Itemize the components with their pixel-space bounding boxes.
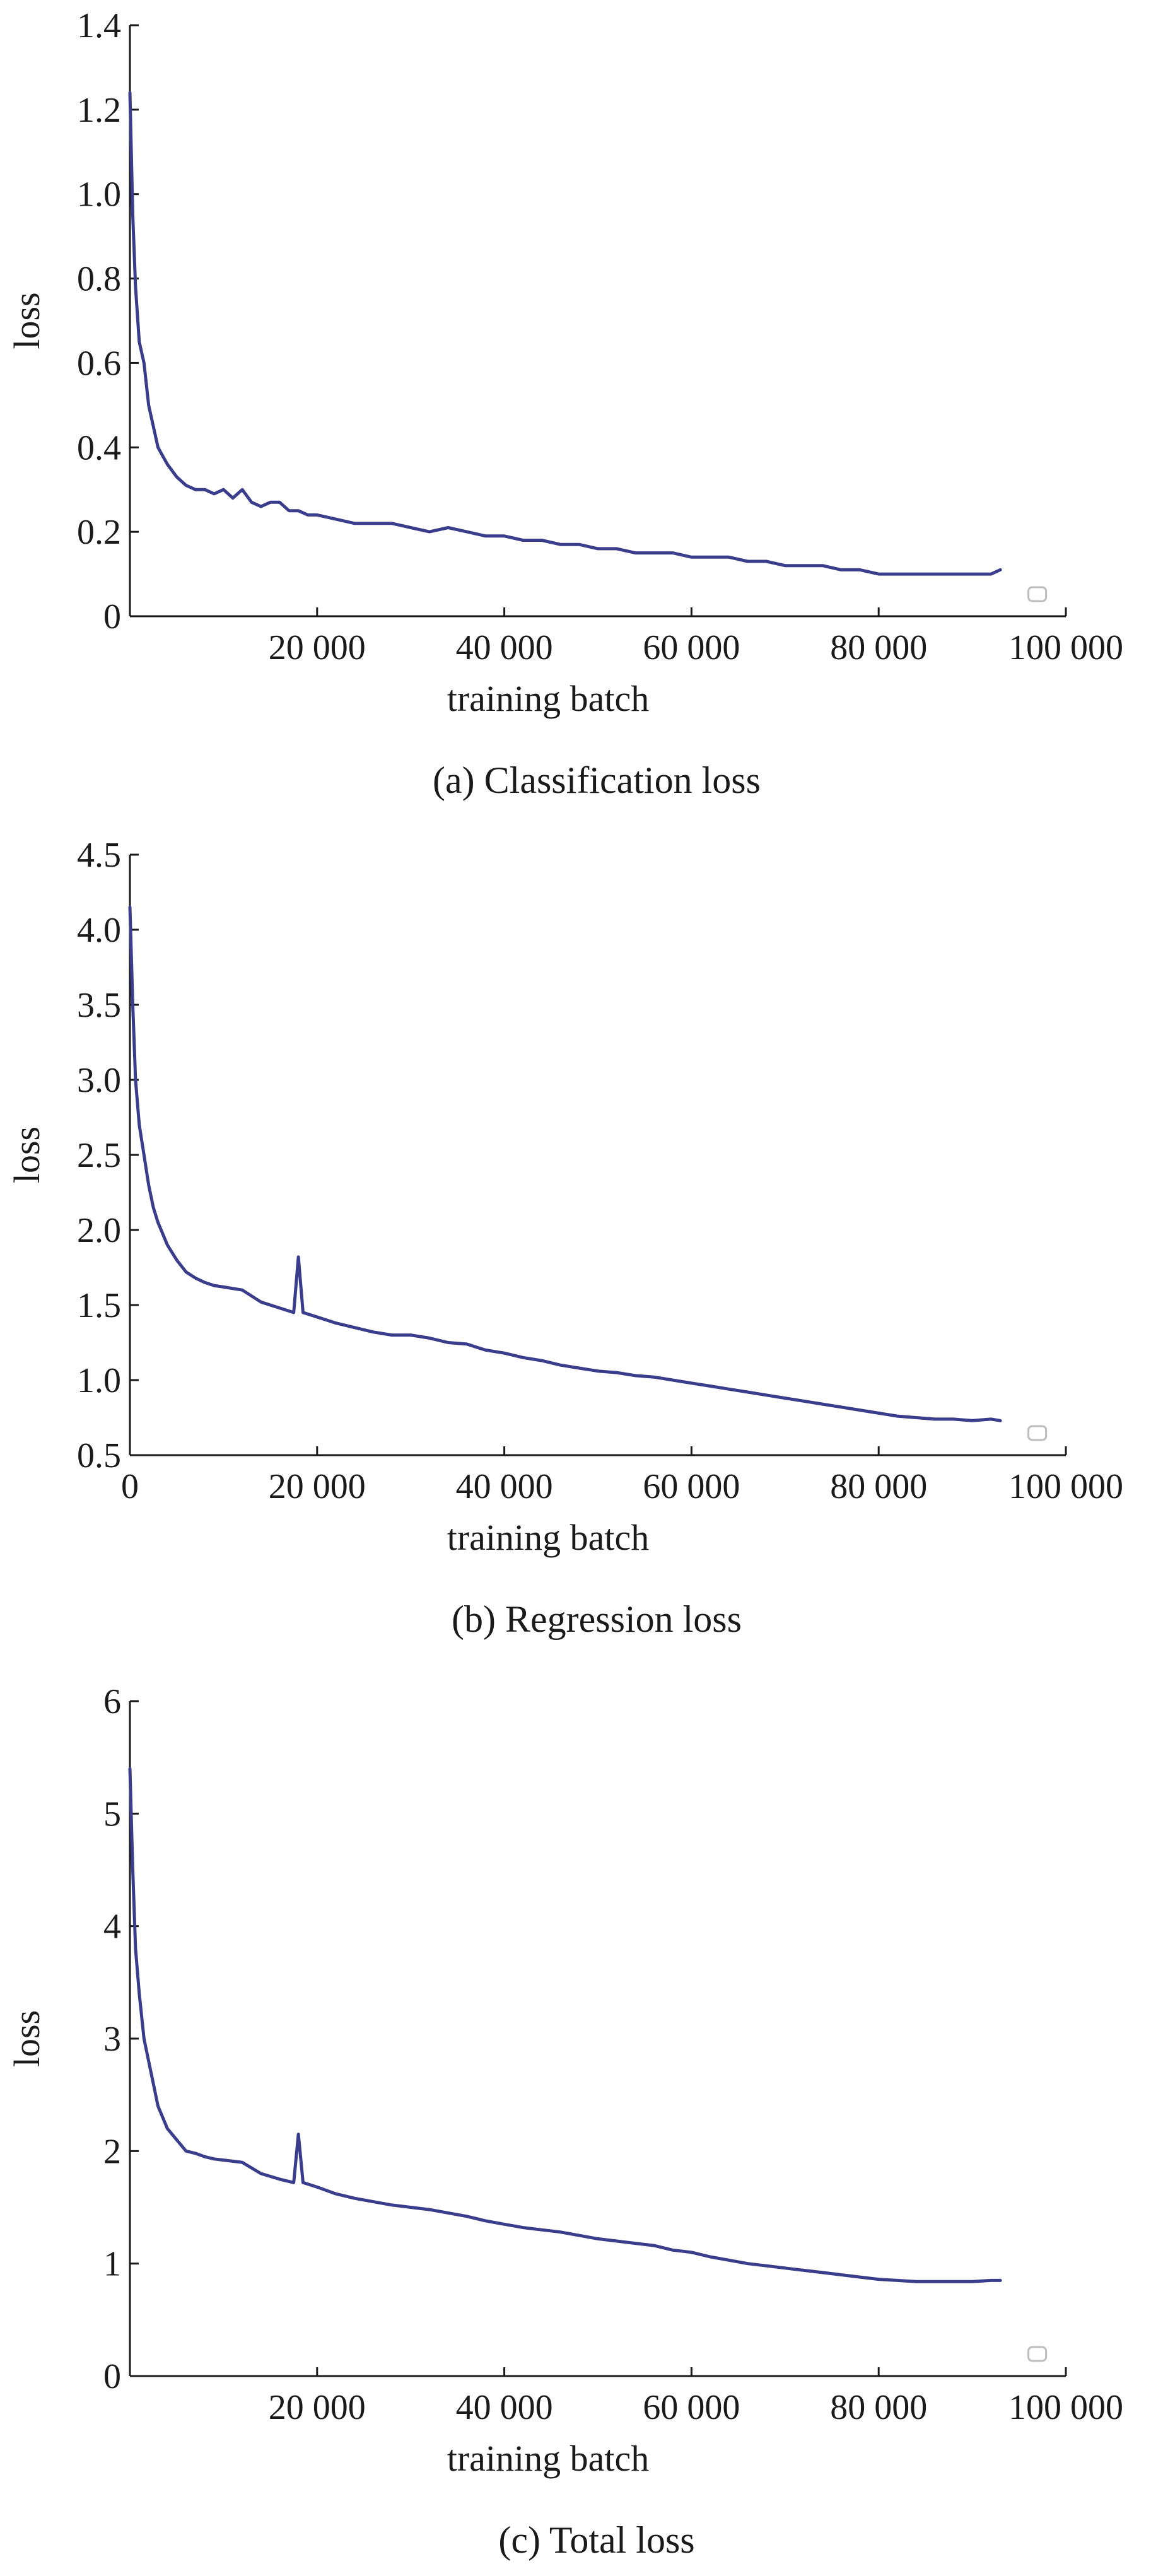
x-tick-label: 20 000	[269, 1467, 366, 1506]
y-axis-title: loss	[6, 2010, 47, 2067]
y-tick-label: 2.0	[77, 1211, 121, 1250]
y-tick-label: 4	[103, 1907, 121, 1947]
x-tick-label: 100 000	[1008, 1467, 1123, 1506]
y-tick-label: 0.2	[77, 513, 121, 552]
y-tick-label: 3	[103, 2020, 121, 2059]
y-tick-label: 0.6	[77, 344, 121, 383]
y-tick-label: 1.2	[77, 91, 121, 130]
x-tick-label: 100 000	[1008, 2388, 1123, 2427]
chart-a: 0 0.2 0.4 0.6 0.8 1.0 1.2 1.4 20 000 40 000 60 000…	[6, 6, 1123, 801]
x-tick-label: 40 000	[456, 628, 553, 667]
legend-marker	[1027, 1425, 1048, 1441]
y-tick-label: 1	[103, 2245, 121, 2284]
y-tick-label: 2	[103, 2132, 121, 2171]
x-tick-label: 80 000	[830, 2388, 927, 2427]
x-tick-label: 40 000	[456, 1467, 553, 1506]
y-tick-label: 0.4	[77, 428, 121, 467]
y-tick-label: 0.5	[77, 1436, 121, 1475]
y-axis-title: loss	[6, 292, 47, 349]
x-tick-label: 60 000	[643, 628, 740, 667]
chart-caption: (c) Total loss	[498, 2519, 694, 2561]
x-tick-label: 20 000	[269, 628, 366, 667]
x-tick-label: 40 000	[456, 2388, 553, 2427]
x-tick-label: 80 000	[830, 1467, 927, 1506]
x-tick-label: 60 000	[643, 2388, 740, 2427]
y-tick-label: 1.4	[77, 6, 121, 45]
y-tick-label: 1.5	[77, 1286, 121, 1325]
loss-series-line	[128, 91, 1002, 576]
y-tick-label: 6	[103, 1682, 121, 1721]
y-tick-label: 0.8	[77, 260, 121, 299]
y-axis-title: loss	[6, 1127, 47, 1183]
chart-caption: (a) Classification loss	[433, 759, 761, 801]
y-tick-label: 0	[103, 2357, 121, 2396]
legend-marker	[1027, 586, 1048, 602]
loss-series-line	[128, 905, 1002, 1422]
x-tick-label: 100 000	[1008, 628, 1123, 667]
y-tick-label: 4.0	[77, 911, 121, 950]
legend-marker	[1027, 2346, 1048, 2362]
x-tick-label: 0	[121, 1467, 139, 1506]
chart-b: 0.5 1.0 1.5 2.0 2.5 3.0 3.5 4.0 4.5 0 20 000 40 000…	[6, 836, 1123, 1640]
y-tick-label: 1.0	[77, 175, 121, 214]
y-tick-label: 4.5	[77, 836, 121, 875]
x-axis-title: training batch	[447, 678, 650, 719]
chart-caption: (b) Regression loss	[452, 1598, 742, 1640]
y-tick-label: 1.0	[77, 1361, 121, 1400]
x-tick-label: 20 000	[269, 2388, 366, 2427]
x-tick-label: 80 000	[830, 628, 927, 667]
x-axis-title: training batch	[447, 1517, 650, 1558]
y-tick-label: 5	[103, 1794, 121, 1834]
y-tick-label: 3.0	[77, 1061, 121, 1100]
y-tick-label: 0	[103, 597, 121, 636]
y-tick-label: 2.5	[77, 1136, 121, 1175]
y-tick-label: 3.5	[77, 986, 121, 1025]
chart-c: 0 1 2 3 4 5 6 20 000 40 000 60 000 80 000 100 000 tr…	[6, 1682, 1123, 2561]
x-axis-title: training batch	[447, 2438, 650, 2479]
x-tick-label: 60 000	[643, 1467, 740, 1506]
loss-series-line	[128, 1767, 1002, 2283]
